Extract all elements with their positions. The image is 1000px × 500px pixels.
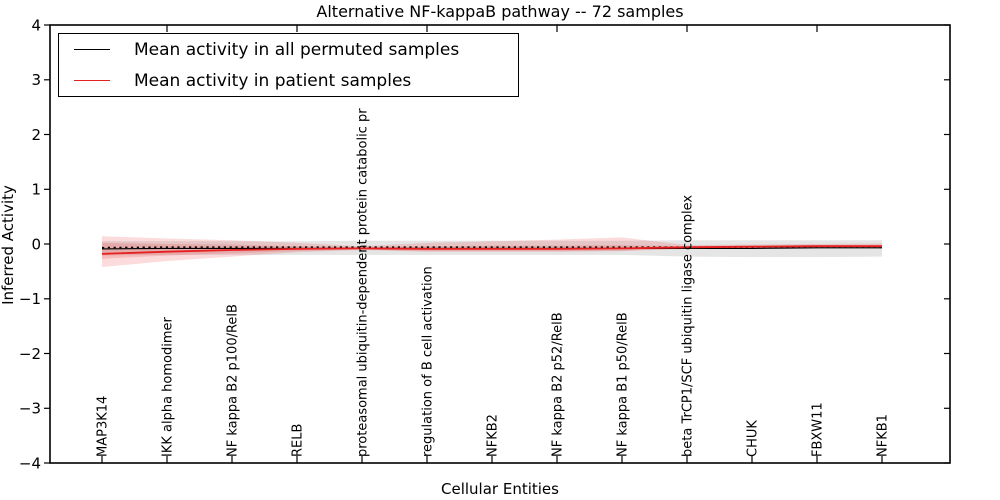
y-tick-label: 0 bbox=[31, 235, 41, 253]
x-tick-label: NF kappa B1 p50/RelB bbox=[616, 312, 631, 457]
permuted-line-sample bbox=[74, 49, 110, 50]
x-tick-label: MAP3K14 bbox=[96, 396, 111, 457]
legend-item-label: Mean activity in patient samples bbox=[134, 70, 412, 91]
x-tick-label: proteasomal ubiquitin-dependent protein … bbox=[356, 108, 371, 457]
y-tick-label: −1 bbox=[19, 290, 41, 308]
y-tick-label: −4 bbox=[19, 454, 41, 472]
y-tick-label: −3 bbox=[19, 400, 41, 418]
x-tick-label: IKK alpha homodimer bbox=[161, 316, 176, 457]
x-tick-label: NF kappa B2 p52/RelB bbox=[551, 312, 566, 457]
legend-item-label: Mean activity in all permuted samples bbox=[134, 39, 460, 60]
x-tick-label: NF kappa B2 p100/RelB bbox=[226, 304, 241, 457]
patient-line-sample bbox=[74, 80, 110, 81]
x-tick-label: RELB bbox=[291, 424, 306, 457]
x-tick-label: regulation of B cell activation bbox=[421, 266, 436, 457]
x-axis-label: Cellular Entities bbox=[441, 480, 559, 498]
x-tick-label: NFKB2 bbox=[486, 414, 501, 457]
y-tick-label: 4 bbox=[31, 16, 41, 34]
y-tick-label: 3 bbox=[31, 71, 41, 89]
series-line-patient bbox=[101, 245, 882, 255]
legend: Mean activity in all permuted samples Me… bbox=[58, 33, 519, 97]
y-tick-label: −2 bbox=[19, 345, 41, 363]
legend-item-permuted: Mean activity in all permuted samples bbox=[59, 34, 518, 65]
x-tick-label: beta TrCP1/SCF ubiquitin ligase complex bbox=[681, 195, 696, 457]
legend-item-patient: Mean activity in patient samples bbox=[59, 65, 518, 96]
x-tick-label: CHUK bbox=[746, 420, 761, 457]
x-tick-label: FBXW11 bbox=[811, 402, 826, 457]
chart-title: Alternative NF-kappaB pathway -- 72 samp… bbox=[316, 2, 684, 21]
x-tick-label: NFKB1 bbox=[876, 414, 891, 457]
y-tick-label: 2 bbox=[31, 126, 41, 144]
y-tick-label: 1 bbox=[31, 181, 41, 199]
patient-samples-band-outer bbox=[102, 236, 882, 267]
